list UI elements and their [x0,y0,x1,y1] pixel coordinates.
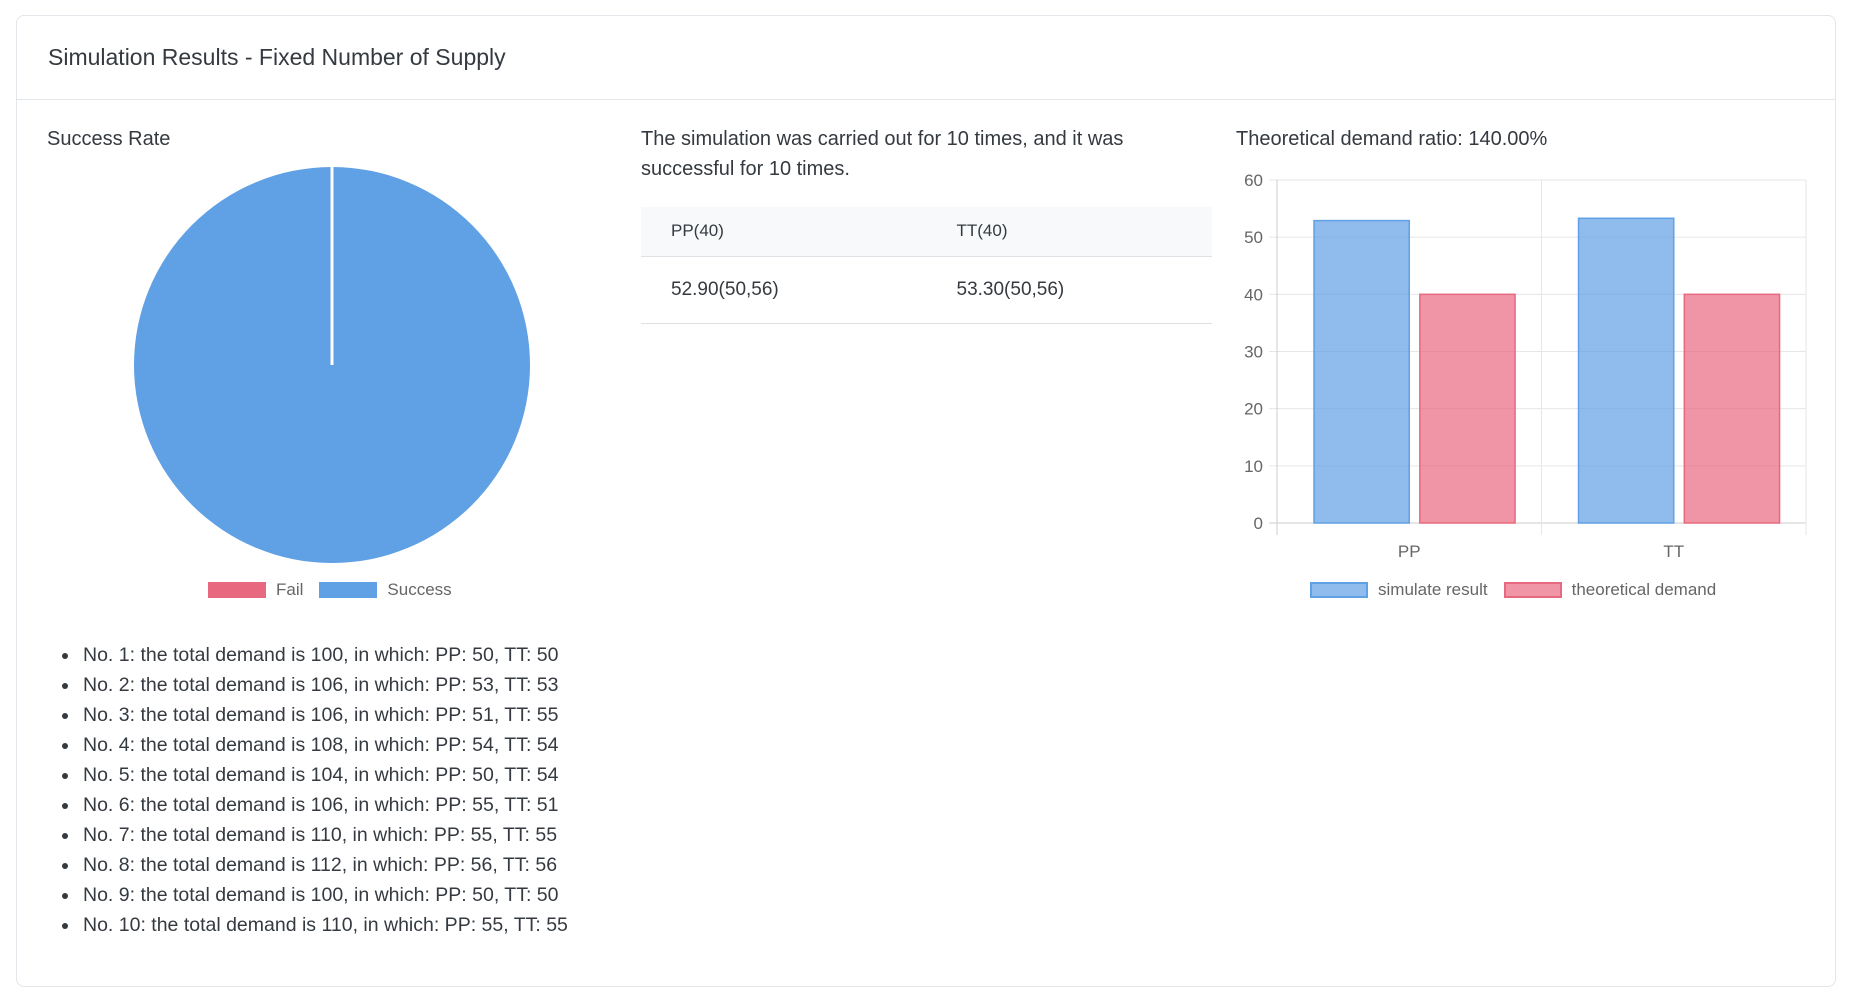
list-item: No. 5: the total demand is 104, in which… [60,760,568,790]
legend-swatch-success [319,582,378,598]
y-tick-label: 40 [1244,285,1263,304]
y-tick-label: 50 [1244,228,1263,247]
bar-theoretical-demand-PP[interactable] [1419,293,1516,524]
results-card: Simulation Results - Fixed Number of Sup… [16,15,1836,987]
legend-swatch-fail [208,582,266,598]
list-item: No. 8: the total demand is 112, in which… [60,850,568,880]
list-item: No. 2: the total demand is 106, in which… [60,670,568,700]
results-table: PP(40) TT(40) 52.90(50,56) 53.30(50,56) [641,207,1212,324]
legend-swatch-simulate [1310,582,1368,598]
success-rate-title: Success Rate [47,128,171,150]
y-tick-label: 0 [1254,514,1263,533]
y-tick-label: 20 [1244,400,1263,419]
cell-tt: 53.30(50,56) [926,256,1212,324]
column-header-tt: TT(40) [926,207,1212,257]
summary-text: The simulation was carried out for 10 ti… [641,128,1124,180]
list-item: No. 4: the total demand is 108, in which… [60,730,568,760]
bar-theoretical-demand-TT[interactable] [1683,293,1781,524]
bar-simulate-result-PP[interactable] [1313,219,1410,524]
x-tick-label: TT [1663,542,1684,561]
legend-label-simulate[interactable]: simulate result [1378,580,1488,599]
legend-swatch-theoretical [1503,582,1562,598]
demand-bar-chart: 0 10 20 30 40 50 60 PP TT [1244,171,1807,561]
table-header-row: PP(40) TT(40) [641,207,1212,257]
list-item: No. 9: the total demand is 100, in which… [60,880,568,910]
cell-pp: 52.90(50,56) [641,256,927,324]
list-item: No. 7: the total demand is 110, in which… [60,820,568,850]
legend-label-fail[interactable]: Fail [276,580,304,599]
y-tick-label: 30 [1244,343,1263,362]
list-item: No. 1: the total demand is 100, in which… [60,640,568,670]
card-title: Simulation Results - Fixed Number of Sup… [17,16,1835,100]
x-tick-label: PP [1398,542,1421,561]
bar-legend: simulate result theoretical demand [1310,580,1716,600]
table-row: 52.90(50,56) 53.30(50,56) [641,256,1212,324]
legend-label-theoretical[interactable]: theoretical demand [1571,580,1717,599]
ratio-title: Theoretical demand ratio: 140.00% [1236,128,1548,150]
runs-list: No. 1: the total demand is 100, in which… [60,640,568,940]
y-tick-label: 60 [1244,171,1263,190]
list-item: No. 6: the total demand is 106, in which… [60,790,568,820]
bar-simulate-result-TT[interactable] [1577,217,1675,524]
legend-label-success[interactable]: Success [387,580,452,599]
pie-legend: Fail Success [208,580,452,600]
y-tick-label: 10 [1244,457,1263,476]
list-item: No. 3: the total demand is 106, in which… [60,700,568,730]
list-item: No. 10: the total demand is 110, in whic… [60,910,568,940]
column-header-pp: PP(40) [641,207,927,257]
success-pie-chart [134,167,530,563]
